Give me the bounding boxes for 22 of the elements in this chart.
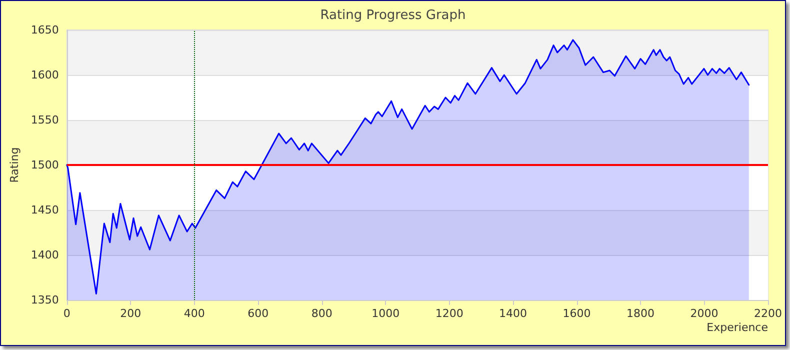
x-tick-label: 200: [120, 307, 142, 320]
y-axis-title: Rating: [8, 147, 21, 183]
x-tick-label: 800: [311, 307, 332, 320]
x-tick-label: 2000: [690, 307, 718, 320]
x-tick-label: 1200: [435, 307, 464, 320]
y-tick-label: 1650: [30, 24, 59, 36]
y-tick-label: 1400: [30, 248, 59, 262]
x-tick-label: 400: [184, 307, 205, 320]
y-tick-label: 1500: [30, 158, 59, 172]
x-axis-title: Experience: [706, 321, 768, 334]
chart-title: Rating Progress Graph: [320, 8, 466, 23]
y-tick-label: 1600: [30, 68, 59, 82]
x-tick-label: 0: [63, 307, 70, 320]
y-tick-label: 1350: [30, 294, 59, 306]
x-tick-label: 1600: [562, 307, 591, 320]
y-tick-label: 1550: [30, 114, 59, 126]
x-tick-label: 1000: [372, 307, 400, 320]
x-tick-label: 1800: [626, 307, 655, 320]
x-tick-label: 1400: [499, 307, 528, 320]
x-tick-label: 2200: [754, 307, 782, 320]
x-tick-label: 600: [248, 307, 269, 320]
y-tick-label: 1450: [30, 204, 59, 216]
